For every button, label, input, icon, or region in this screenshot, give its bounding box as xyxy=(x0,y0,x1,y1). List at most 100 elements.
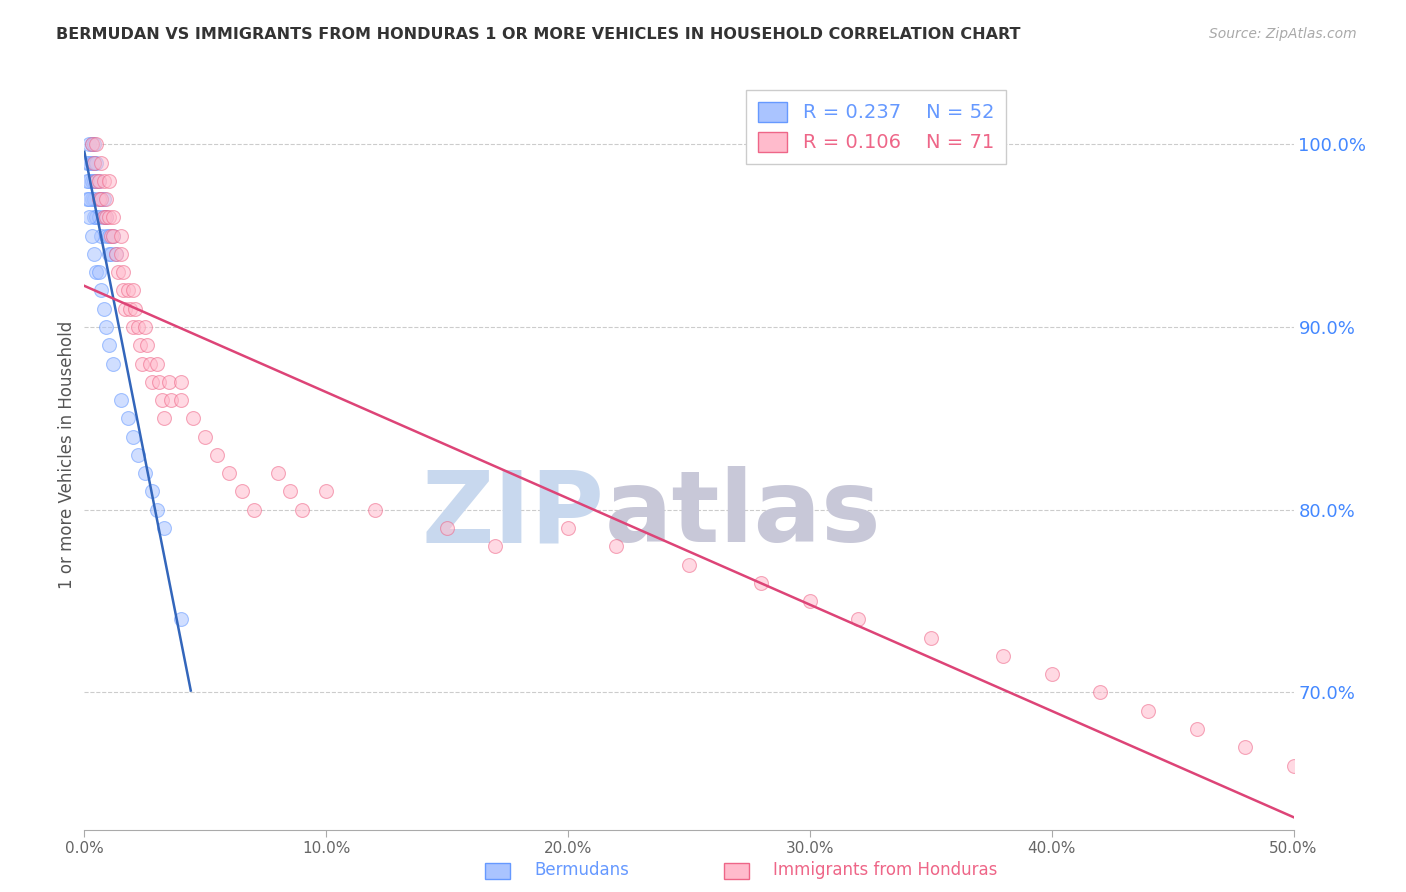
Point xyxy=(127,448,149,462)
Point xyxy=(93,192,115,206)
Point xyxy=(90,192,112,206)
Point xyxy=(83,247,105,261)
Point xyxy=(80,228,103,243)
Point xyxy=(80,192,103,206)
Y-axis label: 1 or more Vehicles in Household: 1 or more Vehicles in Household xyxy=(58,321,76,589)
Point xyxy=(231,484,253,499)
Point xyxy=(87,192,110,206)
Point xyxy=(104,247,127,261)
Point xyxy=(86,174,108,188)
Point xyxy=(103,357,125,371)
Point xyxy=(160,393,183,408)
Point xyxy=(94,320,117,334)
Point xyxy=(557,521,579,535)
Point xyxy=(291,502,314,516)
Point xyxy=(170,393,193,408)
Text: Bermudans: Bermudans xyxy=(534,861,628,879)
Point xyxy=(993,648,1015,663)
Point xyxy=(86,174,108,188)
Point xyxy=(80,137,103,152)
Point xyxy=(100,228,122,243)
Point xyxy=(170,612,193,626)
Point xyxy=(112,284,135,298)
Point xyxy=(1185,722,1208,736)
Point xyxy=(1088,685,1111,699)
Point xyxy=(157,375,180,389)
Point xyxy=(77,192,100,206)
Point xyxy=(134,320,156,334)
Point xyxy=(112,265,135,279)
Text: BERMUDAN VS IMMIGRANTS FROM HONDURAS 1 OR MORE VEHICLES IN HOUSEHOLD CORRELATION: BERMUDAN VS IMMIGRANTS FROM HONDURAS 1 O… xyxy=(56,27,1021,42)
Point xyxy=(87,192,110,206)
Point xyxy=(86,265,108,279)
Point xyxy=(484,539,506,553)
Point xyxy=(134,466,156,480)
Point xyxy=(194,430,217,444)
Point xyxy=(97,338,120,352)
Point xyxy=(315,484,337,499)
Point xyxy=(93,211,115,225)
Text: Source: ZipAtlas.com: Source: ZipAtlas.com xyxy=(1209,27,1357,41)
Point xyxy=(77,137,100,152)
Point xyxy=(170,375,193,389)
Point xyxy=(153,411,176,425)
Point xyxy=(117,411,139,425)
Point xyxy=(242,502,264,516)
Point xyxy=(90,192,112,206)
Point xyxy=(80,155,103,169)
Point xyxy=(278,484,301,499)
Point xyxy=(76,192,98,206)
Point xyxy=(146,357,169,371)
Point xyxy=(846,612,869,626)
Point xyxy=(605,539,627,553)
Point xyxy=(93,301,115,316)
Point xyxy=(153,521,176,535)
Text: atlas: atlas xyxy=(605,467,882,564)
Point xyxy=(678,558,700,572)
Point xyxy=(80,174,103,188)
Point xyxy=(124,301,146,316)
Point xyxy=(80,137,103,152)
Point xyxy=(86,211,108,225)
Point xyxy=(86,155,108,169)
Point xyxy=(117,284,139,298)
Point xyxy=(114,301,136,316)
Point xyxy=(131,357,153,371)
Legend: R = 0.237    N = 52, R = 0.106    N = 71: R = 0.237 N = 52, R = 0.106 N = 71 xyxy=(747,90,1005,164)
Point xyxy=(97,247,120,261)
Point xyxy=(799,594,821,608)
Point xyxy=(207,448,229,462)
Point xyxy=(100,247,122,261)
Point xyxy=(138,357,160,371)
Point xyxy=(94,192,117,206)
Point xyxy=(87,174,110,188)
Point xyxy=(1137,704,1160,718)
Point xyxy=(83,174,105,188)
Point xyxy=(129,338,152,352)
Point xyxy=(83,192,105,206)
Point xyxy=(94,211,117,225)
Point xyxy=(1234,740,1257,755)
Point xyxy=(110,393,132,408)
Point xyxy=(127,320,149,334)
Point xyxy=(86,137,108,152)
Point xyxy=(87,174,110,188)
Point xyxy=(83,211,105,225)
Point xyxy=(141,484,163,499)
Point xyxy=(94,211,117,225)
Point xyxy=(77,174,100,188)
Point xyxy=(103,228,125,243)
Point xyxy=(76,155,98,169)
Point xyxy=(76,174,98,188)
Point xyxy=(436,521,458,535)
Point xyxy=(94,228,117,243)
Point xyxy=(90,284,112,298)
Point xyxy=(267,466,290,480)
Point xyxy=(97,211,120,225)
Point xyxy=(87,211,110,225)
Point xyxy=(920,631,942,645)
Point xyxy=(110,228,132,243)
Point xyxy=(136,338,159,352)
Point xyxy=(150,393,173,408)
Text: Immigrants from Honduras: Immigrants from Honduras xyxy=(773,861,998,879)
